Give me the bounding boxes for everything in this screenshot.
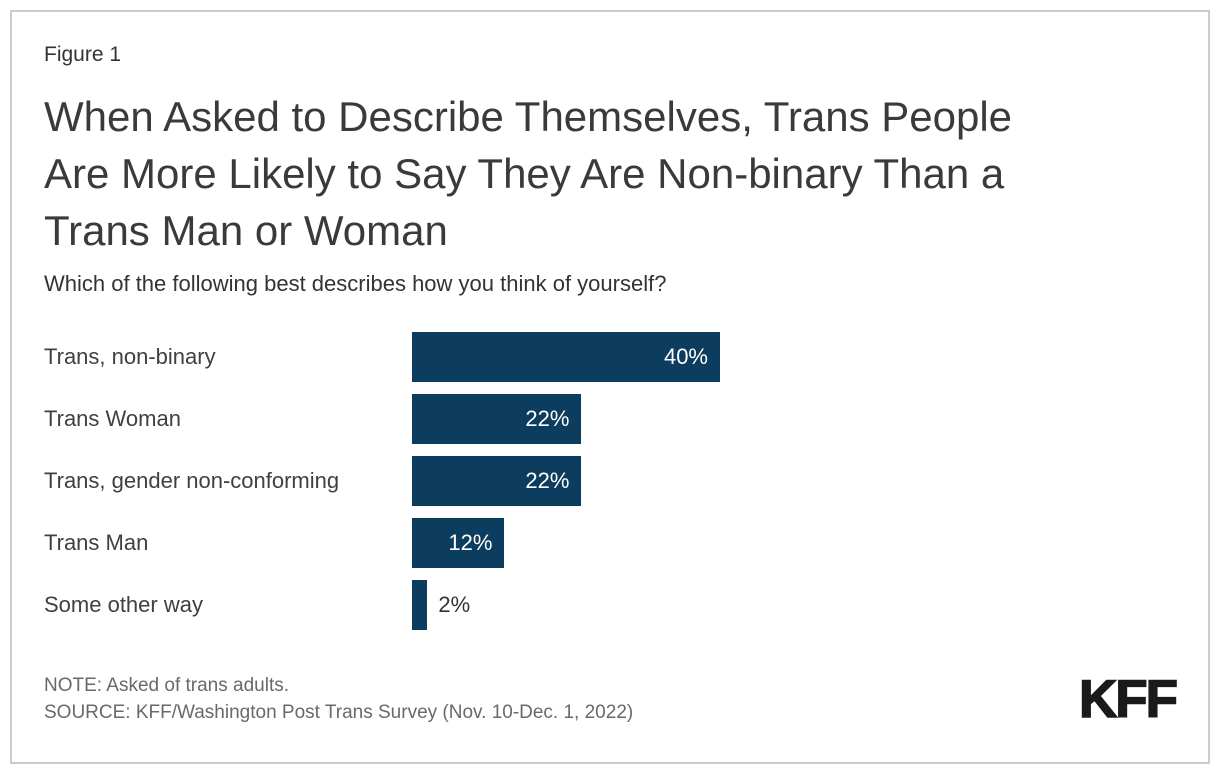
figure-label: Figure 1 bbox=[44, 43, 122, 66]
value-label: 22% bbox=[525, 406, 570, 431]
category-label: Trans, non-binary bbox=[44, 344, 216, 369]
source-text: SOURCE: KFF/Washington Post Trans Survey… bbox=[44, 702, 634, 723]
bar-area: 40% bbox=[412, 332, 1176, 382]
value-label: 40% bbox=[663, 344, 708, 369]
category-label: Trans Man bbox=[44, 530, 149, 555]
bar-area: 12% bbox=[412, 518, 1176, 568]
chart-row: Trans Man 12% bbox=[44, 512, 1176, 574]
kff-logo: KFF bbox=[1078, 670, 1179, 729]
category-label: Trans, gender non-conforming bbox=[44, 468, 340, 493]
bar: 22% bbox=[412, 394, 582, 444]
bar: 22% bbox=[412, 456, 582, 506]
category-label: Some other way bbox=[44, 592, 203, 617]
bar-area: 22% bbox=[412, 394, 1176, 444]
bar-chart: Trans, non-binary 40% Trans Woman 22% Tr… bbox=[44, 326, 1176, 636]
chart-row: Some other way 2% bbox=[44, 574, 1176, 636]
chart-row: Trans, non-binary 40% bbox=[44, 326, 1176, 388]
survey-question: Which of the following best describes ho… bbox=[44, 271, 667, 296]
chart-row: Trans, gender non-conforming 22% bbox=[44, 450, 1176, 512]
chart-title-line-3: Trans Man or Woman bbox=[44, 207, 448, 254]
bar: 40% bbox=[412, 332, 720, 382]
figure-card: Figure 1 When Asked to Describe Themselv… bbox=[10, 10, 1210, 764]
bar: 2% bbox=[412, 580, 470, 630]
value-label: 2% bbox=[438, 592, 471, 617]
chart-title-line-1: When Asked to Describe Themselves, Trans… bbox=[44, 93, 1013, 140]
value-label: 22% bbox=[525, 468, 570, 493]
bar: 12% bbox=[412, 518, 505, 568]
footnotes: NOTE: Asked of trans adults. SOURCE: KFF… bbox=[44, 672, 1176, 726]
bar-area: 22% bbox=[412, 456, 1176, 506]
chart-title: When Asked to Describe Themselves, Trans… bbox=[44, 88, 1174, 259]
chart-row: Trans Woman 22% bbox=[44, 388, 1176, 450]
value-label: 12% bbox=[448, 530, 493, 555]
category-label: Trans Woman bbox=[44, 406, 181, 431]
note-text: NOTE: Asked of trans adults. bbox=[44, 675, 289, 696]
bar-area: 2% bbox=[412, 580, 1176, 630]
chart-title-line-2: Are More Likely to Say They Are Non-bina… bbox=[44, 150, 1005, 197]
